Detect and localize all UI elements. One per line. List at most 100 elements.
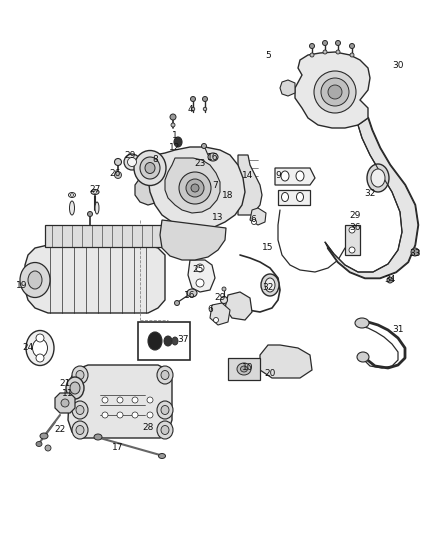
Text: 17: 17 [112,443,124,453]
Ellipse shape [371,169,385,187]
Ellipse shape [26,330,54,366]
Text: 36: 36 [349,223,361,232]
Ellipse shape [322,41,328,45]
Ellipse shape [355,318,369,328]
Text: 10: 10 [242,364,254,373]
Ellipse shape [72,366,88,384]
Ellipse shape [240,366,247,372]
Polygon shape [325,118,418,278]
Ellipse shape [171,123,175,127]
Ellipse shape [114,158,121,166]
Ellipse shape [357,352,369,362]
Ellipse shape [265,278,275,292]
Ellipse shape [281,171,289,181]
Circle shape [45,445,51,451]
Ellipse shape [127,157,137,166]
Ellipse shape [328,85,342,99]
Circle shape [349,227,355,233]
Polygon shape [225,292,252,320]
Ellipse shape [321,78,349,106]
Ellipse shape [94,434,102,440]
Ellipse shape [161,370,169,379]
Ellipse shape [202,96,208,101]
Ellipse shape [72,421,88,439]
Ellipse shape [174,137,182,147]
Ellipse shape [76,370,84,379]
Ellipse shape [196,264,204,272]
Circle shape [114,172,121,179]
Text: 8: 8 [152,156,158,165]
Ellipse shape [237,363,251,375]
Text: 29: 29 [350,211,360,220]
Circle shape [117,412,123,418]
Polygon shape [135,175,155,205]
Text: 30: 30 [392,61,404,69]
Ellipse shape [157,421,173,439]
Text: 14: 14 [242,171,254,180]
Text: 18: 18 [222,190,234,199]
Text: 19: 19 [16,280,28,289]
Polygon shape [250,208,266,225]
Ellipse shape [161,425,169,434]
Ellipse shape [222,287,226,291]
Polygon shape [345,225,360,255]
Ellipse shape [191,107,195,111]
Bar [228,358,260,380]
Text: 16: 16 [207,154,219,163]
Text: 11: 11 [62,389,74,398]
Text: 29: 29 [124,150,136,159]
Ellipse shape [76,425,84,434]
Polygon shape [188,260,215,292]
Text: 37: 37 [177,335,189,344]
Ellipse shape [310,44,314,49]
Polygon shape [55,393,75,413]
Ellipse shape [296,171,304,181]
Ellipse shape [161,406,169,415]
Ellipse shape [72,401,88,419]
Polygon shape [165,158,220,213]
Text: 33: 33 [409,248,421,257]
Circle shape [36,354,44,362]
Ellipse shape [76,406,84,415]
Ellipse shape [201,143,206,149]
Ellipse shape [164,336,172,346]
Text: 27: 27 [89,185,101,195]
Ellipse shape [40,433,48,439]
Text: 9: 9 [275,171,281,180]
Circle shape [36,334,44,342]
Text: 6: 6 [207,305,213,314]
Circle shape [251,220,257,224]
Text: 21: 21 [59,378,71,387]
Ellipse shape [145,163,155,174]
Text: 24: 24 [22,343,34,352]
Text: 23: 23 [194,158,206,167]
Ellipse shape [20,262,50,297]
Ellipse shape [261,274,279,296]
Ellipse shape [186,179,204,197]
Ellipse shape [196,279,204,287]
Ellipse shape [68,192,75,198]
Ellipse shape [187,289,197,297]
Text: 34: 34 [384,276,396,285]
Text: 32: 32 [364,189,376,198]
Ellipse shape [140,157,160,179]
Circle shape [102,412,108,418]
Text: 32: 32 [262,284,274,293]
Ellipse shape [174,301,180,305]
Text: 7: 7 [212,181,218,190]
Ellipse shape [70,201,74,215]
Ellipse shape [203,107,207,111]
Ellipse shape [310,53,314,57]
Circle shape [132,397,138,403]
Polygon shape [210,303,230,325]
Text: 4: 4 [187,106,193,115]
Text: 15: 15 [262,244,274,253]
Ellipse shape [179,172,211,204]
Polygon shape [238,155,262,215]
Ellipse shape [191,96,195,101]
Text: 20: 20 [264,368,276,377]
Ellipse shape [134,150,166,185]
Text: 12: 12 [170,143,181,152]
Polygon shape [148,147,245,230]
Circle shape [102,397,108,403]
